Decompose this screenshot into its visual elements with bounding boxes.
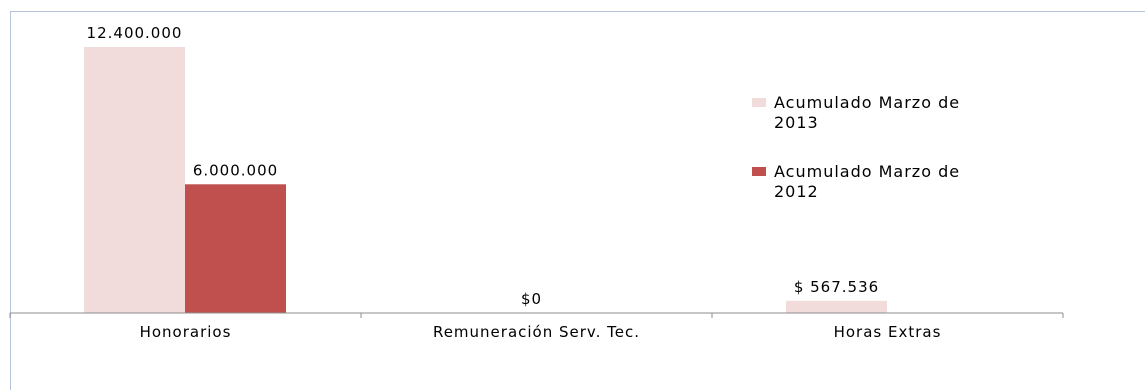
data-label-2012-0: 6.000.000 xyxy=(193,161,278,179)
legend-label-2013: Acumulado Marzo de 2013 xyxy=(774,93,961,132)
legend: Acumulado Marzo de 2013 Acumulado Marzo … xyxy=(752,93,974,231)
x-axis xyxy=(9,312,1064,318)
frame-border-top xyxy=(10,11,1145,12)
category-label-2: Horas Extras xyxy=(834,323,942,341)
category-labels-group: Honorarios Remuneración Serv. Tec. Horas E… xyxy=(140,323,942,341)
legend-label-2012: Acumulado Marzo de 2012 xyxy=(774,162,961,201)
data-label-2013-0: 12.400.000 xyxy=(87,24,183,42)
frame-border-left xyxy=(10,11,11,390)
bar-labels-group: 12.400.000 6.000.000 $0 $ 567.536 xyxy=(87,24,879,308)
bar-2012-0 xyxy=(185,184,286,313)
data-label-2013-1: $0 xyxy=(521,290,542,308)
bar-2013-2 xyxy=(786,300,887,313)
bar-2013-0 xyxy=(84,47,185,313)
bars-group xyxy=(84,47,887,313)
legend-swatch-2013 xyxy=(752,98,766,107)
legend-swatch-2012 xyxy=(752,167,766,176)
category-label-0: Honorarios xyxy=(140,323,232,341)
legend-item-2012: Acumulado Marzo de 2012 xyxy=(752,162,974,202)
category-label-1: Remuneración Serv. Tec. xyxy=(433,323,640,341)
legend-item-2013: Acumulado Marzo de 2013 xyxy=(752,93,974,133)
data-label-2013-2: $ 567.536 xyxy=(794,278,879,296)
